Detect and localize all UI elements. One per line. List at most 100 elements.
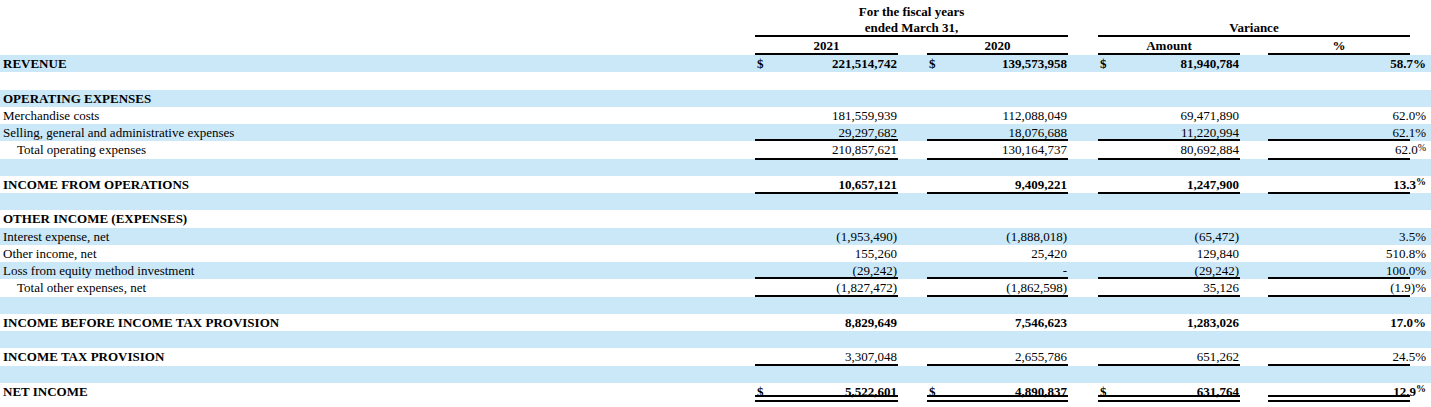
cell-value: 1,247,900: [1187, 176, 1240, 194]
column-gap: [1240, 228, 1268, 245]
cell-2021: (29,242): [755, 262, 898, 279]
column-gap: [1068, 107, 1098, 124]
row-label: Interest expense, net: [0, 228, 755, 245]
cell-variance-percent: [1268, 90, 1431, 107]
column-gap: [1240, 262, 1268, 279]
column-gap: [1240, 383, 1268, 401]
cell-variance-amount: $631,764: [1098, 383, 1240, 401]
cell-variance-percent: 58.7%: [1268, 55, 1431, 72]
dollar-sign: [755, 193, 757, 210]
row-label: [0, 331, 755, 348]
cell-value: (1,827,472): [836, 279, 898, 296]
cell-variance-percent: 62.1%: [1268, 124, 1431, 141]
column-gap: [898, 90, 927, 107]
cell-2021: [755, 72, 898, 89]
percent-sign-superscript: %: [1418, 142, 1426, 153]
cell-2020: (1,888,018): [927, 228, 1068, 245]
cell-2020: 2,655,786: [927, 348, 1068, 365]
cell-2020: [927, 331, 1068, 348]
cell-2020: 7,546,623: [927, 314, 1068, 331]
cell-variance-amount: [1098, 159, 1240, 176]
column-gap: [898, 348, 927, 365]
dollar-sign: [755, 297, 757, 314]
cell-variance-percent: [1268, 366, 1431, 383]
table-row: OPERATING EXPENSES: [0, 90, 1431, 107]
dollar-sign: $: [755, 55, 764, 72]
column-gap: [1240, 90, 1268, 107]
dollar-sign: [755, 348, 757, 365]
column-header-2020: 2020: [927, 37, 1068, 55]
row-label: [0, 159, 755, 176]
cell-2020: [927, 210, 1068, 227]
cell-variance-percent: [1268, 210, 1431, 227]
cell-variance-percent: 62.0%: [1268, 141, 1431, 159]
cell-value: 11,220,994: [1181, 124, 1240, 141]
column-header-2021: 2021: [755, 37, 898, 55]
column-gap: [898, 141, 927, 159]
dollar-sign: [927, 193, 929, 210]
column-gap: [1240, 279, 1268, 296]
cell-value: (1,888,018): [1006, 228, 1068, 245]
dollar-sign: [1098, 193, 1100, 210]
table-row: Selling, general and administrative expe…: [0, 124, 1431, 141]
group-gap: [1068, 4, 1098, 37]
column-gap: [1068, 383, 1098, 401]
column-gap: [898, 314, 927, 331]
column-gap: [1240, 72, 1268, 89]
column-gap: [1068, 90, 1098, 107]
dollar-sign: $: [927, 383, 936, 401]
dollar-sign: $: [1098, 55, 1107, 72]
row-label: INCOME FROM OPERATIONS: [0, 176, 755, 194]
column-gap: [1068, 141, 1098, 159]
cell-2021: [755, 159, 898, 176]
cell-value: 12.9: [1393, 384, 1416, 399]
column-gap: [898, 124, 927, 141]
dollar-sign: [1098, 124, 1100, 141]
cell-2021: [755, 90, 898, 107]
column-gap: [1240, 348, 1268, 365]
cell-value: (29,242): [853, 262, 898, 279]
cell-2021: 10,657,121: [755, 176, 898, 194]
dollar-sign: [1098, 228, 1100, 245]
cell-variance-percent: 510.8%: [1268, 245, 1431, 262]
dollar-sign: [1098, 331, 1100, 348]
cell-variance-amount: [1098, 297, 1240, 314]
column-gap: [1068, 37, 1098, 55]
cell-variance-amount: 11,220,994: [1098, 124, 1240, 141]
dollar-sign: [1098, 176, 1100, 194]
cell-variance-amount: 1,283,026: [1098, 314, 1240, 331]
spacer-row: [0, 331, 1431, 348]
column-gap: [898, 210, 927, 227]
cell-value: 13.3: [1393, 177, 1416, 192]
column-gap: [1240, 331, 1268, 348]
cell-2020: $139,573,958: [927, 55, 1068, 72]
column-gap: [1240, 176, 1268, 194]
cell-value: (29,242): [1195, 262, 1240, 279]
column-gap: [1068, 228, 1098, 245]
row-label: REVENUE: [0, 55, 755, 72]
dollar-sign: [755, 90, 757, 107]
cell-value: 221,514,742: [832, 55, 898, 72]
cell-value: (1,953,490): [836, 228, 898, 245]
cell-2020: [927, 90, 1068, 107]
cell-2021: (1,953,490): [755, 228, 898, 245]
column-gap: [898, 383, 927, 401]
cell-2021: 210,857,621: [755, 141, 898, 159]
column-gap: [898, 366, 927, 383]
column-gap: [1240, 210, 1268, 227]
dollar-sign: [927, 107, 929, 124]
column-gap: [1240, 141, 1268, 159]
cell-2020: 9,409,221: [927, 176, 1068, 194]
cell-variance-amount: 651,262: [1098, 348, 1240, 365]
dollar-sign: [1098, 245, 1100, 262]
header-spacer: [0, 4, 755, 37]
cell-2020: 18,076,688: [927, 124, 1068, 141]
cell-value: 2,655,786: [1015, 348, 1068, 365]
fiscal-years-group-header: For the fiscal years ended March 31,: [755, 4, 1068, 37]
dollar-sign: [755, 210, 757, 227]
dollar-sign: [755, 262, 757, 279]
cell-variance-amount: [1098, 193, 1240, 210]
column-gap: [1068, 331, 1098, 348]
row-label: INCOME TAX PROVISION: [0, 348, 755, 365]
dollar-sign: [1098, 159, 1100, 176]
